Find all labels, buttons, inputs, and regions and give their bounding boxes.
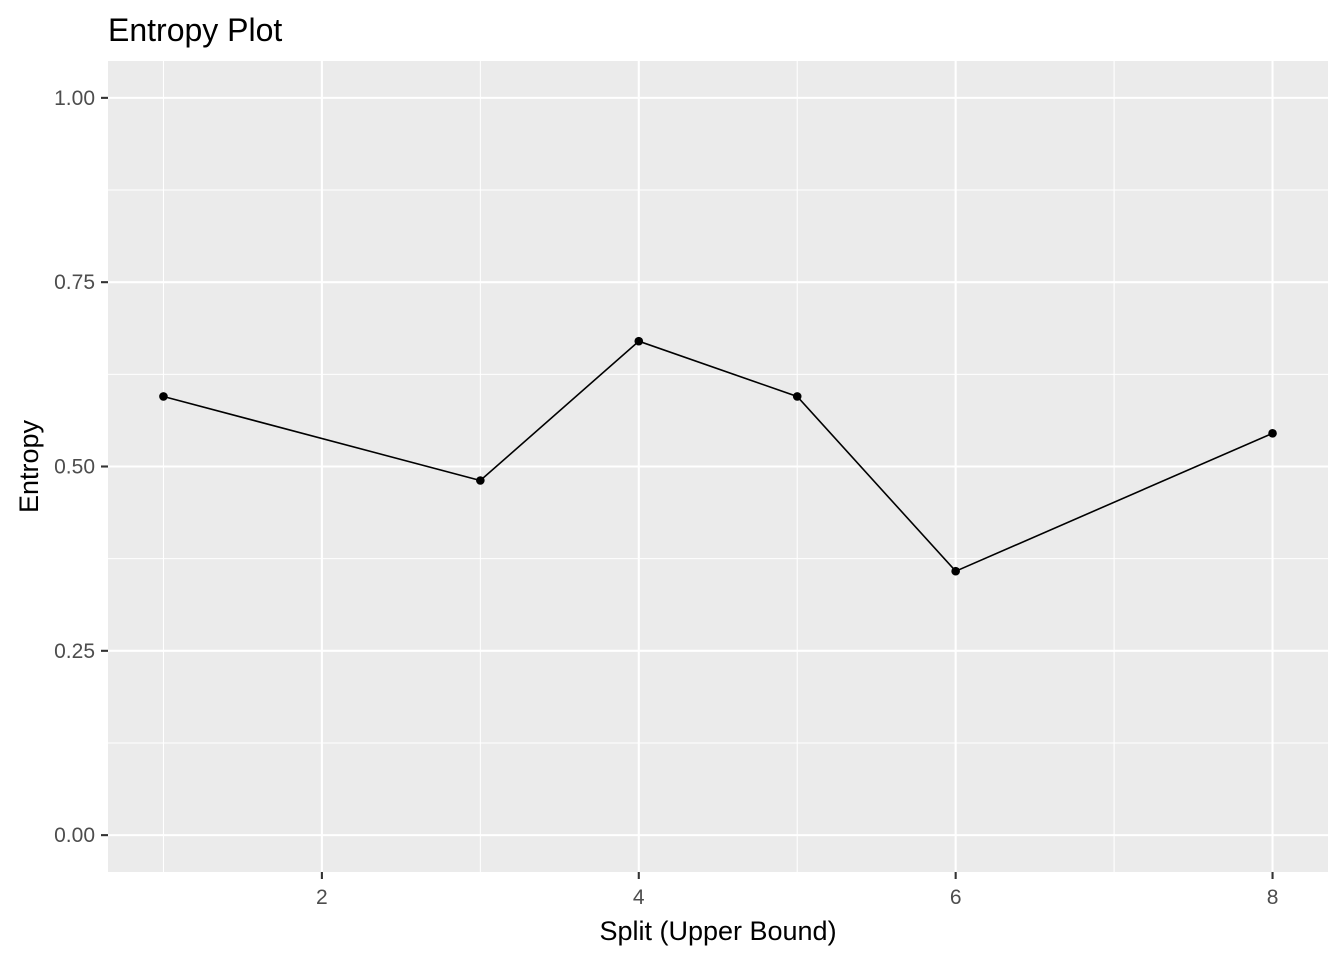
x-tick-label-0: 2 — [316, 886, 328, 909]
x-tick-label-1: 4 — [633, 886, 645, 909]
data-point-3 — [792, 392, 802, 401]
y-axis: 0.00 0.25 0.50 0.75 1.00 — [54, 87, 108, 847]
y-tick-label-0: 0.00 — [54, 824, 95, 847]
major-gridlines — [108, 61, 1328, 872]
x-tick-label-2: 6 — [950, 886, 962, 909]
x-axis-title: Split (Upper Bound) — [599, 916, 836, 946]
y-tick-label-1: 0.25 — [54, 640, 95, 663]
x-tick-label-3: 8 — [1267, 886, 1279, 909]
data-point-1 — [476, 476, 485, 485]
data-point-2 — [634, 336, 644, 346]
y-axis-title: Entropy — [14, 419, 44, 513]
y-tick-label-4: 1.00 — [54, 87, 95, 110]
data-point-0 — [159, 392, 168, 401]
x-axis: 2 4 6 8 — [316, 872, 1278, 909]
data-point-5 — [1268, 429, 1277, 438]
y-tick-label-3: 0.75 — [54, 271, 95, 294]
data-point-4 — [951, 566, 960, 576]
entropy-series — [159, 336, 1277, 576]
y-tick-label-2: 0.50 — [54, 456, 95, 479]
entropy-line — [163, 340, 1273, 573]
chart-title: Entropy Plot — [108, 12, 282, 48]
